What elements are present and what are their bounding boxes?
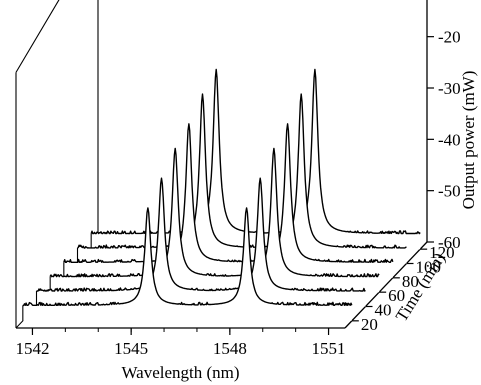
time-axis-line bbox=[344, 241, 428, 329]
spectrum-trace-20min bbox=[22, 207, 353, 307]
x-tick-label-1542: 1542 bbox=[15, 339, 49, 358]
time-tick-label-100: 100 bbox=[416, 258, 442, 277]
trace-fill-60 bbox=[50, 148, 380, 293]
time-tick-label-60: 60 bbox=[388, 286, 405, 305]
time-tick-label-80: 80 bbox=[402, 272, 419, 291]
spectrum-traces bbox=[22, 68, 421, 321]
spectrum-trace-80min bbox=[63, 123, 394, 263]
z-axis-title: Output power (mW) bbox=[459, 71, 478, 210]
axis-labels: 15421545154815510-10-20-30-40-50-6020406… bbox=[15, 28, 478, 382]
trace-fill-20 bbox=[22, 207, 352, 321]
z-tick-label--50: -50 bbox=[438, 182, 461, 201]
trace-fill-40 bbox=[36, 178, 366, 307]
spectrum-trace-120min bbox=[90, 68, 421, 235]
x-tick-label-1548: 1548 bbox=[213, 339, 247, 358]
x-tick-label-1551: 1551 bbox=[312, 339, 346, 358]
z-tick-label--60: -60 bbox=[438, 233, 461, 252]
spectrum-trace-100min bbox=[77, 93, 407, 249]
trace-fill-120 bbox=[91, 69, 421, 250]
x-axis-title: Wavelength (nm) bbox=[121, 363, 239, 382]
axis-ticks bbox=[31, 36, 434, 335]
time-tick-label-120: 120 bbox=[429, 243, 455, 262]
z-tick-label--40: -40 bbox=[438, 130, 461, 149]
time-tick-label-40: 40 bbox=[375, 301, 392, 320]
z-tick-label--20: -20 bbox=[438, 28, 461, 47]
z-tick-label--30: -30 bbox=[438, 79, 461, 98]
left-top-depth-edge bbox=[15, 0, 60, 73]
spectrum-trace-40min bbox=[36, 177, 366, 292]
spectrum-trace-60min bbox=[49, 147, 380, 278]
time-tick-label-20: 20 bbox=[361, 315, 378, 334]
x-tick-label-1545: 1545 bbox=[114, 339, 148, 358]
